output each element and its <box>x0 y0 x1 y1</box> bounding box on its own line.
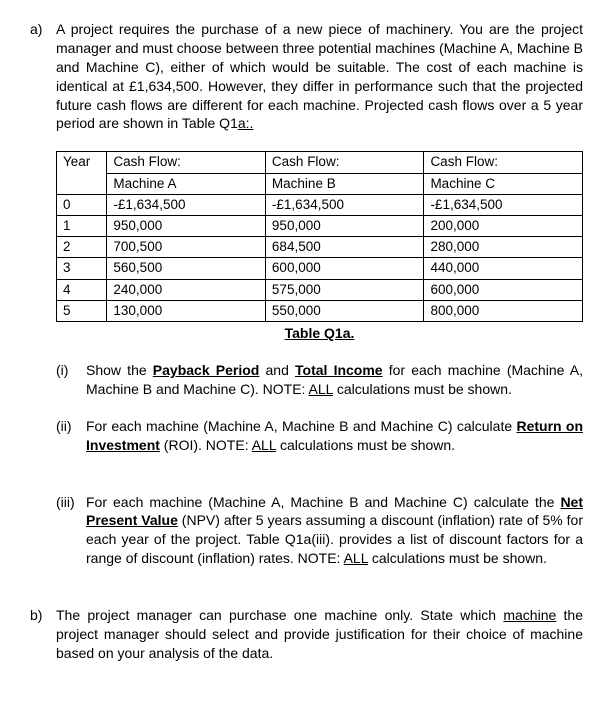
text: The project manager can purchase one mac… <box>56 607 503 623</box>
text: calculations must be shown. <box>276 437 455 453</box>
cell-a: 240,000 <box>107 279 266 300</box>
cell-a: 700,500 <box>107 237 266 258</box>
cell-c: 600,000 <box>424 279 583 300</box>
text: For each machine (Machine A, Machine B a… <box>86 418 516 434</box>
cell-year: 3 <box>57 258 107 279</box>
sub-question-i: (i) Show the Payback Period and Total In… <box>56 361 583 399</box>
table-row: 0 -£1,634,500 -£1,634,500 -£1,634,500 <box>57 194 583 215</box>
sub-iii-body: For each machine (Machine A, Machine B a… <box>86 493 583 569</box>
hdr-cf-b-label: Cash Flow: <box>265 152 424 173</box>
question-a-body: A project requires the purchase of a new… <box>56 20 583 133</box>
cell-b: 950,000 <box>265 216 424 237</box>
question-b: b) The project manager can purchase one … <box>30 606 583 663</box>
cell-b: -£1,634,500 <box>265 194 424 215</box>
hdr-machine-a: Machine A <box>107 173 266 194</box>
text: For each machine (Machine A, Machine B a… <box>86 494 560 510</box>
question-a: a) A project requires the purchase of a … <box>30 20 583 133</box>
table-caption: Table Q1a. <box>56 324 583 343</box>
table-ref: a:. <box>238 115 254 131</box>
sub-iii-letter: (iii) <box>56 493 86 569</box>
cell-a: -£1,634,500 <box>107 194 266 215</box>
question-b-letter: b) <box>30 606 56 663</box>
hdr-year: Year <box>57 152 107 194</box>
cell-year: 2 <box>57 237 107 258</box>
question-a-text: A project requires the purchase of a new… <box>56 21 583 131</box>
cell-a: 950,000 <box>107 216 266 237</box>
term-machine: machine <box>503 607 556 623</box>
cell-c: 280,000 <box>424 237 583 258</box>
cell-c: 440,000 <box>424 258 583 279</box>
hdr-machine-b: Machine B <box>265 173 424 194</box>
question-b-body: The project manager can purchase one mac… <box>56 606 583 663</box>
table-header-row-1: Year Cash Flow: Cash Flow: Cash Flow: <box>57 152 583 173</box>
text: calculations must be shown. <box>333 381 512 397</box>
table-row: 5 130,000 550,000 800,000 <box>57 300 583 321</box>
table-row: 4 240,000 575,000 600,000 <box>57 279 583 300</box>
hdr-machine-c: Machine C <box>424 173 583 194</box>
cashflow-table: Year Cash Flow: Cash Flow: Cash Flow: Ma… <box>56 151 583 322</box>
sub-ii-body: For each machine (Machine A, Machine B a… <box>86 417 583 455</box>
cell-year: 4 <box>57 279 107 300</box>
cell-c: 800,000 <box>424 300 583 321</box>
cell-b: 684,500 <box>265 237 424 258</box>
question-a-letter: a) <box>30 20 56 133</box>
table-row: 2 700,500 684,500 280,000 <box>57 237 583 258</box>
cell-year: 1 <box>57 216 107 237</box>
cell-b: 575,000 <box>265 279 424 300</box>
text: Show the <box>86 362 153 378</box>
sub-question-ii: (ii) For each machine (Machine A, Machin… <box>56 417 583 455</box>
all-word: ALL <box>309 381 333 397</box>
cell-year: 0 <box>57 194 107 215</box>
cell-b: 550,000 <box>265 300 424 321</box>
cell-a: 130,000 <box>107 300 266 321</box>
all-word: ALL <box>344 550 368 566</box>
table-header-row-2: Machine A Machine B Machine C <box>57 173 583 194</box>
cell-b: 600,000 <box>265 258 424 279</box>
sub-i-letter: (i) <box>56 361 86 399</box>
cell-year: 5 <box>57 300 107 321</box>
hdr-cf-a-label: Cash Flow: <box>107 152 266 173</box>
all-word: ALL <box>252 437 276 453</box>
cell-c: -£1,634,500 <box>424 194 583 215</box>
sub-i-body: Show the Payback Period and Total Income… <box>86 361 583 399</box>
table-row: 3 560,500 600,000 440,000 <box>57 258 583 279</box>
text: and <box>259 362 295 378</box>
text: calculations must be shown. <box>368 550 547 566</box>
sub-ii-letter: (ii) <box>56 417 86 455</box>
term-payback: Payback Period <box>153 362 260 378</box>
hdr-cf-c-label: Cash Flow: <box>424 152 583 173</box>
term-total-income: Total Income <box>295 362 383 378</box>
sub-question-iii: (iii) For each machine (Machine A, Machi… <box>56 493 583 569</box>
cell-c: 200,000 <box>424 216 583 237</box>
text: (ROI). NOTE: <box>160 437 252 453</box>
table-row: 1 950,000 950,000 200,000 <box>57 216 583 237</box>
cell-a: 560,500 <box>107 258 266 279</box>
